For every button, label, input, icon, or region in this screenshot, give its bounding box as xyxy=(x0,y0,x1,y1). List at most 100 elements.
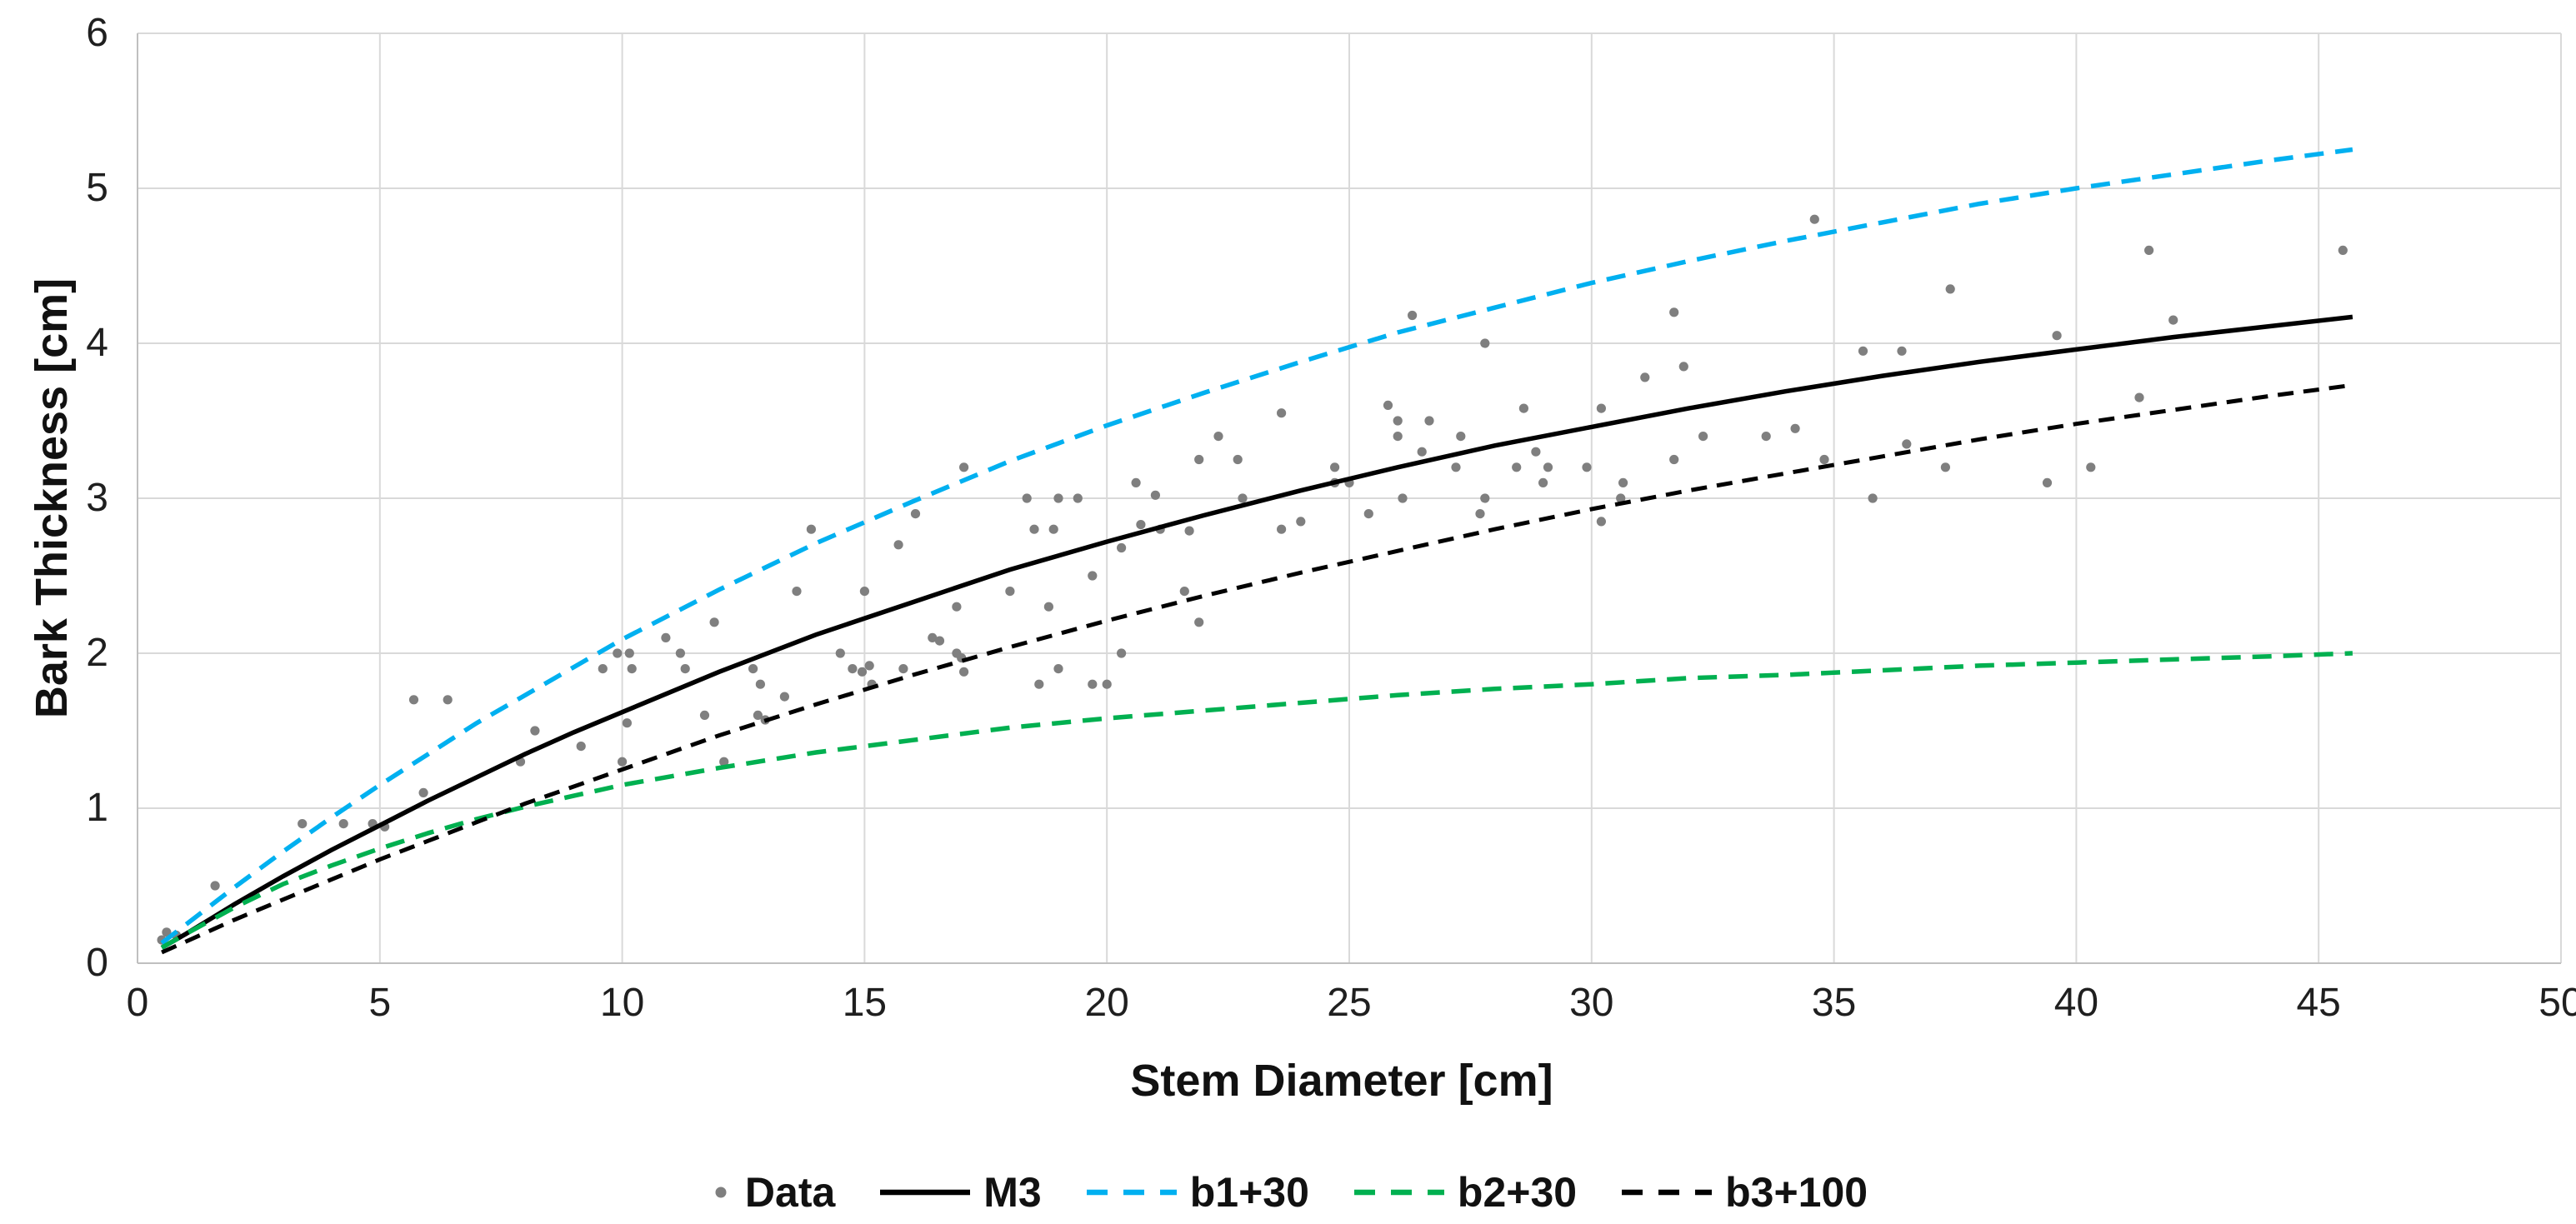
data-point xyxy=(1790,423,1800,433)
legend-item-b3100: b3+100 xyxy=(1620,1166,1868,1219)
x-tick-label: 45 xyxy=(2296,981,2341,1025)
y-tick-label: 5 xyxy=(86,166,108,210)
data-point xyxy=(1277,524,1287,534)
data-point xyxy=(1194,617,1204,627)
data-point xyxy=(1238,493,1248,503)
data-point xyxy=(1393,416,1403,426)
data-point xyxy=(1596,517,1606,527)
data-point xyxy=(1640,372,1650,382)
data-point xyxy=(1117,648,1127,658)
data-point xyxy=(210,881,220,891)
data-point xyxy=(1761,432,1771,442)
data-point xyxy=(1213,432,1223,442)
legend-item-Data: Data xyxy=(708,1166,835,1219)
data-point xyxy=(2042,477,2053,488)
data-point xyxy=(1538,477,1548,488)
curve-b130 xyxy=(160,147,2353,945)
data-point xyxy=(719,757,729,767)
data-point xyxy=(1073,493,1083,503)
data-point xyxy=(857,667,868,677)
legend-item-label: Data xyxy=(744,1169,836,1216)
legend-item-b230: b2+30 xyxy=(1353,1166,1577,1219)
data-point xyxy=(162,927,172,937)
x-tick-label: 35 xyxy=(1811,981,1857,1025)
data-point xyxy=(624,648,634,658)
data-point xyxy=(1194,454,1204,465)
data-point xyxy=(1616,493,1626,503)
data-point xyxy=(622,718,633,728)
data-point xyxy=(1868,493,1878,503)
data-point xyxy=(959,462,969,472)
data-point xyxy=(1102,679,1112,689)
data-point xyxy=(2338,245,2348,255)
curve-b3100 xyxy=(161,382,2353,955)
data-point xyxy=(408,695,419,705)
data-point xyxy=(848,664,858,674)
legend-item-label: M3 xyxy=(983,1169,1042,1216)
data-point xyxy=(1424,416,1434,426)
data-point xyxy=(1005,587,1015,597)
data-point xyxy=(2052,331,2062,341)
data-point xyxy=(1669,307,1679,317)
data-point xyxy=(1088,679,1098,689)
data-point xyxy=(1531,447,1541,457)
x-tick-label: 5 xyxy=(368,981,392,1025)
data-point xyxy=(1480,493,1490,503)
data-point xyxy=(443,695,453,705)
legend-item-M3: M3 xyxy=(878,1166,1042,1219)
data-point xyxy=(1582,462,1592,472)
data-point xyxy=(864,661,874,671)
data-point xyxy=(1819,454,1829,465)
data-point xyxy=(806,524,817,534)
data-point xyxy=(1117,542,1127,553)
data-point xyxy=(1543,462,1553,472)
curve-M3 xyxy=(160,314,2353,950)
data-point xyxy=(1048,524,1058,534)
data-point xyxy=(1088,571,1098,581)
x-tick-label: 20 xyxy=(1084,981,1129,1025)
legend-line-marker-icon xyxy=(1622,1189,1713,1196)
legend-item-label: b1+30 xyxy=(1189,1169,1309,1216)
data-point xyxy=(1029,524,1039,534)
data-point xyxy=(1512,462,1522,472)
data-point xyxy=(1698,432,1708,442)
data-point xyxy=(1053,493,1063,503)
data-point xyxy=(530,726,540,736)
y-tick-label: 4 xyxy=(86,321,108,365)
data-point xyxy=(934,636,945,646)
data-point xyxy=(1363,509,1373,519)
data-point xyxy=(1131,477,1141,488)
y-tick-label: 3 xyxy=(86,476,108,520)
data-point xyxy=(1043,602,1053,612)
data-point xyxy=(699,710,710,721)
data-point xyxy=(792,587,802,597)
x-tick-label: 15 xyxy=(842,981,888,1025)
data-point xyxy=(1456,432,1466,442)
data-point xyxy=(1475,509,1485,519)
data-point xyxy=(1902,439,1912,449)
y-tick-label: 1 xyxy=(86,786,108,830)
data-point xyxy=(298,819,308,829)
data-point xyxy=(893,540,903,550)
data-point xyxy=(928,632,938,643)
data-point xyxy=(952,602,962,612)
y-tick-label: 6 xyxy=(86,11,108,55)
data-point xyxy=(755,679,766,689)
x-tick-label: 10 xyxy=(599,981,645,1025)
data-point xyxy=(1233,454,1243,465)
data-point xyxy=(1451,462,1461,472)
data-point xyxy=(1417,447,1427,457)
data-point xyxy=(910,509,921,519)
legend-line-marker-icon xyxy=(880,1189,971,1196)
data-point xyxy=(1518,403,1528,413)
data-point xyxy=(1897,346,1907,356)
data-point xyxy=(1184,526,1194,536)
data-point xyxy=(338,819,348,829)
data-point xyxy=(1858,346,1868,356)
x-tick-label: 30 xyxy=(1569,981,1614,1025)
x-tick-label: 40 xyxy=(2053,981,2099,1025)
data-point xyxy=(1480,338,1490,348)
legend-item-label: b2+30 xyxy=(1457,1169,1578,1216)
data-point xyxy=(576,742,586,752)
